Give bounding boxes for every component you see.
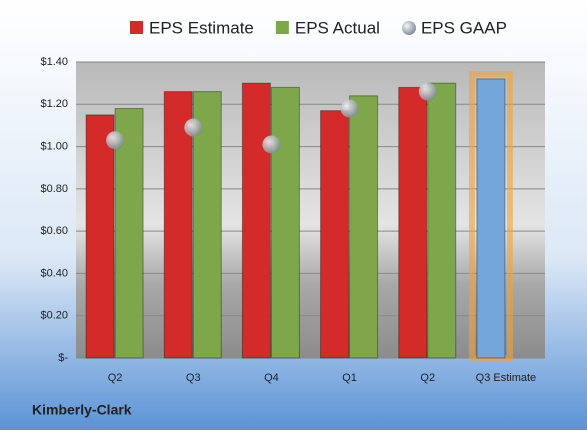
gaap-point bbox=[106, 131, 125, 150]
y-tick-label: $1.40 bbox=[40, 56, 68, 68]
x-tick-label: Q3 bbox=[186, 372, 201, 384]
legend-marker bbox=[401, 21, 416, 35]
bar bbox=[427, 82, 457, 359]
bar bbox=[85, 114, 115, 359]
x-tick-label: Q4 bbox=[264, 372, 279, 384]
y-tick-label: $0.60 bbox=[40, 225, 68, 237]
bar bbox=[398, 86, 428, 359]
x-tick-label: Q2 bbox=[420, 372, 435, 384]
gaap-point bbox=[262, 135, 281, 154]
y-tick-label: $0.20 bbox=[40, 310, 68, 322]
bar bbox=[163, 91, 193, 359]
footer: Kimberly-Clark bbox=[32, 402, 132, 418]
bar bbox=[192, 91, 222, 359]
plot-area bbox=[76, 62, 545, 358]
gaap-point bbox=[418, 82, 437, 101]
y-tick-label: $0.40 bbox=[40, 267, 68, 279]
y-tick-label: $- bbox=[58, 352, 68, 364]
bar bbox=[270, 86, 300, 359]
legend-label: EPS Actual bbox=[295, 18, 380, 37]
legend-label: EPS GAAP bbox=[421, 18, 507, 37]
gaap-point bbox=[184, 118, 203, 137]
x-tick-label: Q2 bbox=[108, 372, 123, 384]
x-tick-label: Q3 Estimate bbox=[476, 372, 537, 384]
legend-marker bbox=[275, 21, 289, 34]
legend-label: EPS Estimate bbox=[149, 18, 254, 37]
y-tick-label: $0.80 bbox=[40, 183, 68, 195]
x-tick-label: Q1 bbox=[342, 372, 357, 384]
legend-marker bbox=[130, 21, 143, 34]
bar bbox=[476, 78, 506, 359]
y-tick-label: $1.00 bbox=[40, 140, 68, 152]
y-tick-label: $1.20 bbox=[40, 98, 68, 110]
gaap-point bbox=[340, 99, 359, 118]
bar bbox=[114, 108, 144, 359]
bar bbox=[349, 95, 379, 359]
bar bbox=[320, 110, 350, 359]
bar bbox=[241, 82, 271, 359]
